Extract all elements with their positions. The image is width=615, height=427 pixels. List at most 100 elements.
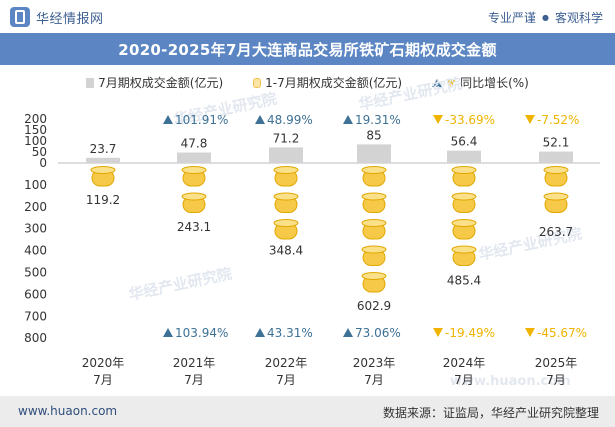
x-tick-label-year: 2020年: [82, 356, 125, 370]
x-tick-label-year: 2021年: [173, 356, 216, 370]
growth-month-up-triangle-icon: [343, 115, 353, 124]
ytd-pot-rim-icon: [543, 166, 569, 174]
legend-label-growth: 同比增长(%): [460, 76, 529, 90]
monthly-bar: [539, 151, 573, 163]
x-tick-label-month: 7月: [364, 373, 384, 387]
growth-ytd-up-triangle-icon: [255, 328, 265, 337]
chart-legend: 7月期权成交金额(亿元) 1-7月期权成交金额(亿元) 同比增长(%): [0, 74, 615, 91]
growth-month-up-triangle-icon: [255, 115, 265, 124]
monthly-value-label: 47.8: [181, 137, 208, 151]
bullet-icon: ●: [542, 13, 549, 22]
growth-month-label: -33.69%: [445, 113, 495, 127]
monthly-value-label: 85: [366, 128, 381, 142]
y-tick-label: 200: [24, 112, 47, 126]
ytd-value-label: 348.4: [269, 243, 303, 257]
data-source: 数据来源：证监局，华经产业研究院整理: [382, 406, 599, 420]
growth-ytd-label: -19.49%: [445, 326, 495, 340]
ytd-pot-rim-icon: [361, 219, 387, 227]
ytd-pot-rim-icon: [90, 166, 116, 174]
footer-bar: www.huaon.com 数据来源：证监局，华经产业研究院整理: [0, 396, 615, 427]
growth-month-label: -7.52%: [537, 113, 579, 127]
ytd-pot-rim-icon: [273, 219, 299, 227]
ytd-value-label: 263.7: [539, 225, 573, 239]
y-tick-label: 500: [24, 266, 47, 280]
x-tick-label-month: 7月: [546, 373, 566, 387]
monthly-value-label: 52.1: [543, 136, 570, 150]
x-tick-label-year: 2025年: [535, 356, 578, 370]
y-tick-label: 150: [24, 123, 47, 137]
legend-bar-swatch-icon: [86, 77, 95, 88]
legend-pot-icon: [253, 77, 262, 88]
ytd-pot-rim-icon: [451, 166, 477, 174]
ytd-value-label: 485.4: [447, 273, 481, 287]
tagline-right: 客观科学: [554, 11, 603, 25]
x-tick-label-year: 2023年: [353, 356, 396, 370]
growth-ytd-label: -45.67%: [537, 326, 587, 340]
ytd-pot-rim-icon: [543, 192, 569, 201]
watermark-url: www.huaon.com: [450, 374, 571, 389]
ytd-pot-rim-icon: [273, 192, 299, 201]
ytd-pot-rim-icon: [361, 272, 387, 280]
watermark-text: 华经产业研究院: [357, 74, 463, 113]
growth-ytd-down-triangle-icon: [433, 328, 443, 337]
x-tick-label-month: 7月: [454, 373, 474, 387]
footer-url[interactable]: www.huaon.com: [18, 404, 118, 418]
growth-month-label: 48.99%: [267, 113, 313, 127]
y-tick-label: 400: [24, 244, 47, 258]
monthly-value-label: 56.4: [451, 135, 478, 149]
y-tick-label: 300: [24, 222, 47, 236]
ytd-pot-rim-icon: [451, 192, 477, 201]
legend-down-triangle-icon: [446, 78, 457, 87]
growth-ytd-label: 43.31%: [267, 326, 313, 340]
ytd-pot-rim-icon: [451, 219, 477, 227]
chart-title: 2020-2025年7月大连商品交易所铁矿石期权成交金额: [118, 40, 497, 59]
ytd-pot-rim-icon: [361, 192, 387, 201]
brand-name: 华经情报网: [36, 11, 104, 27]
y-tick-label: 100: [24, 134, 47, 148]
legend-item-ytd[interactable]: 1-7月期权成交金额(亿元): [253, 74, 402, 91]
monthly-bar: [177, 152, 211, 163]
ytd-value-label: 243.1: [177, 220, 211, 234]
ytd-pot-rim-icon: [361, 166, 387, 174]
brand[interactable]: 华经情报网: [10, 7, 104, 27]
watermark-text: 华经产业研究院: [127, 264, 233, 303]
ytd-pot-rim-icon: [181, 192, 207, 201]
monthly-bar: [357, 144, 391, 163]
x-tick-label-year: 2022年: [265, 356, 308, 370]
tagline-left: 专业严谨: [487, 11, 536, 25]
monthly-value-label: 23.7: [90, 142, 117, 156]
header-bar: 华经情报网 专业严谨 ● 客观科学: [0, 0, 615, 33]
growth-month-down-triangle-icon: [525, 115, 535, 124]
y-tick-label: 50: [32, 145, 47, 159]
growth-ytd-up-triangle-icon: [343, 328, 353, 337]
ytd-value-label: 119.2: [86, 193, 120, 207]
growth-ytd-label: 103.94%: [175, 326, 228, 340]
x-tick-label-month: 7月: [93, 373, 113, 387]
x-tick-label-year: 2024年: [443, 356, 486, 370]
tagline: 专业严谨 ● 客观科学: [488, 9, 603, 26]
ytd-pot-rim-icon: [361, 245, 387, 254]
growth-month-label: 19.31%: [355, 113, 401, 127]
y-tick-label: 700: [24, 309, 47, 323]
ytd-value-label: 602.9: [357, 299, 391, 313]
legend-label-month: 7月期权成交金额(亿元): [98, 76, 224, 90]
brand-logo-icon: [10, 7, 30, 27]
growth-month-label: 101.91%: [175, 113, 228, 127]
growth-ytd-label: 73.06%: [355, 326, 401, 340]
growth-ytd-down-triangle-icon: [525, 328, 535, 337]
title-band: 2020-2025年7月大连商品交易所铁矿石期权成交金额: [0, 33, 615, 65]
y-tick-label: 800: [24, 331, 47, 345]
monthly-bar: [269, 147, 303, 163]
legend-up-triangle-icon: [432, 78, 443, 87]
x-tick-label-month: 7月: [184, 373, 204, 387]
monthly-bar: [86, 157, 120, 163]
growth-month-up-triangle-icon: [163, 115, 173, 124]
monthly-value-label: 71.2: [273, 131, 300, 145]
legend-item-growth[interactable]: 同比增长(%): [432, 74, 529, 91]
ytd-pot-rim-icon: [451, 245, 477, 254]
legend-item-month[interactable]: 7月期权成交金额(亿元): [86, 74, 223, 91]
legend-label-ytd: 1-7月期权成交金额(亿元): [265, 76, 403, 90]
y-tick-label: 100: [24, 178, 47, 192]
